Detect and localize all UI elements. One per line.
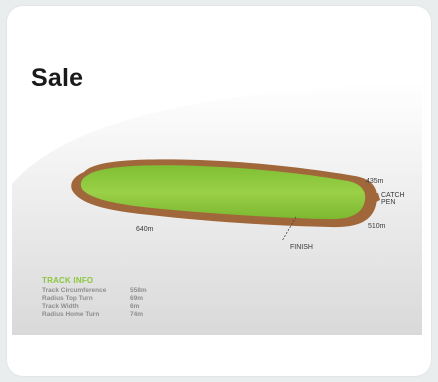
track-info-value: 74m [130, 311, 144, 318]
track-info-value: 558m [130, 287, 147, 294]
track-info-row: Track Width 6m [42, 303, 160, 311]
track-info-value: 69m [130, 295, 144, 302]
catch-pen-label-2: PEN [381, 199, 396, 206]
track-info-row: Track Circumference 558m [42, 287, 160, 295]
track-info: TRACK INFO Track Circumference 558m Radi… [42, 276, 160, 319]
distance-label-640: 640m [136, 226, 154, 233]
catch-pen-label-1: CATCH [381, 192, 405, 199]
finish-label: FINISH [290, 244, 313, 251]
track-info-label: Radius Top Turn [42, 295, 93, 302]
track-info-heading: TRACK INFO [42, 276, 94, 285]
venue-title: Sale [31, 64, 84, 92]
track-info-row: Radius Home Turn 74m [42, 311, 160, 319]
finish-line [281, 216, 297, 242]
track-info-row: Radius Top Turn 69m [42, 295, 160, 303]
infield-grass [80, 165, 366, 220]
distance-label-510: 510m [368, 223, 386, 230]
track-info-value: 6m [130, 303, 140, 310]
track-info-label: Track Circumference [42, 287, 107, 294]
track-info-label: Radius Home Turn [42, 311, 100, 318]
track-info-label: Track Width [42, 303, 79, 310]
catch-pen [370, 193, 380, 204]
distance-label-435: 435m [366, 178, 384, 185]
